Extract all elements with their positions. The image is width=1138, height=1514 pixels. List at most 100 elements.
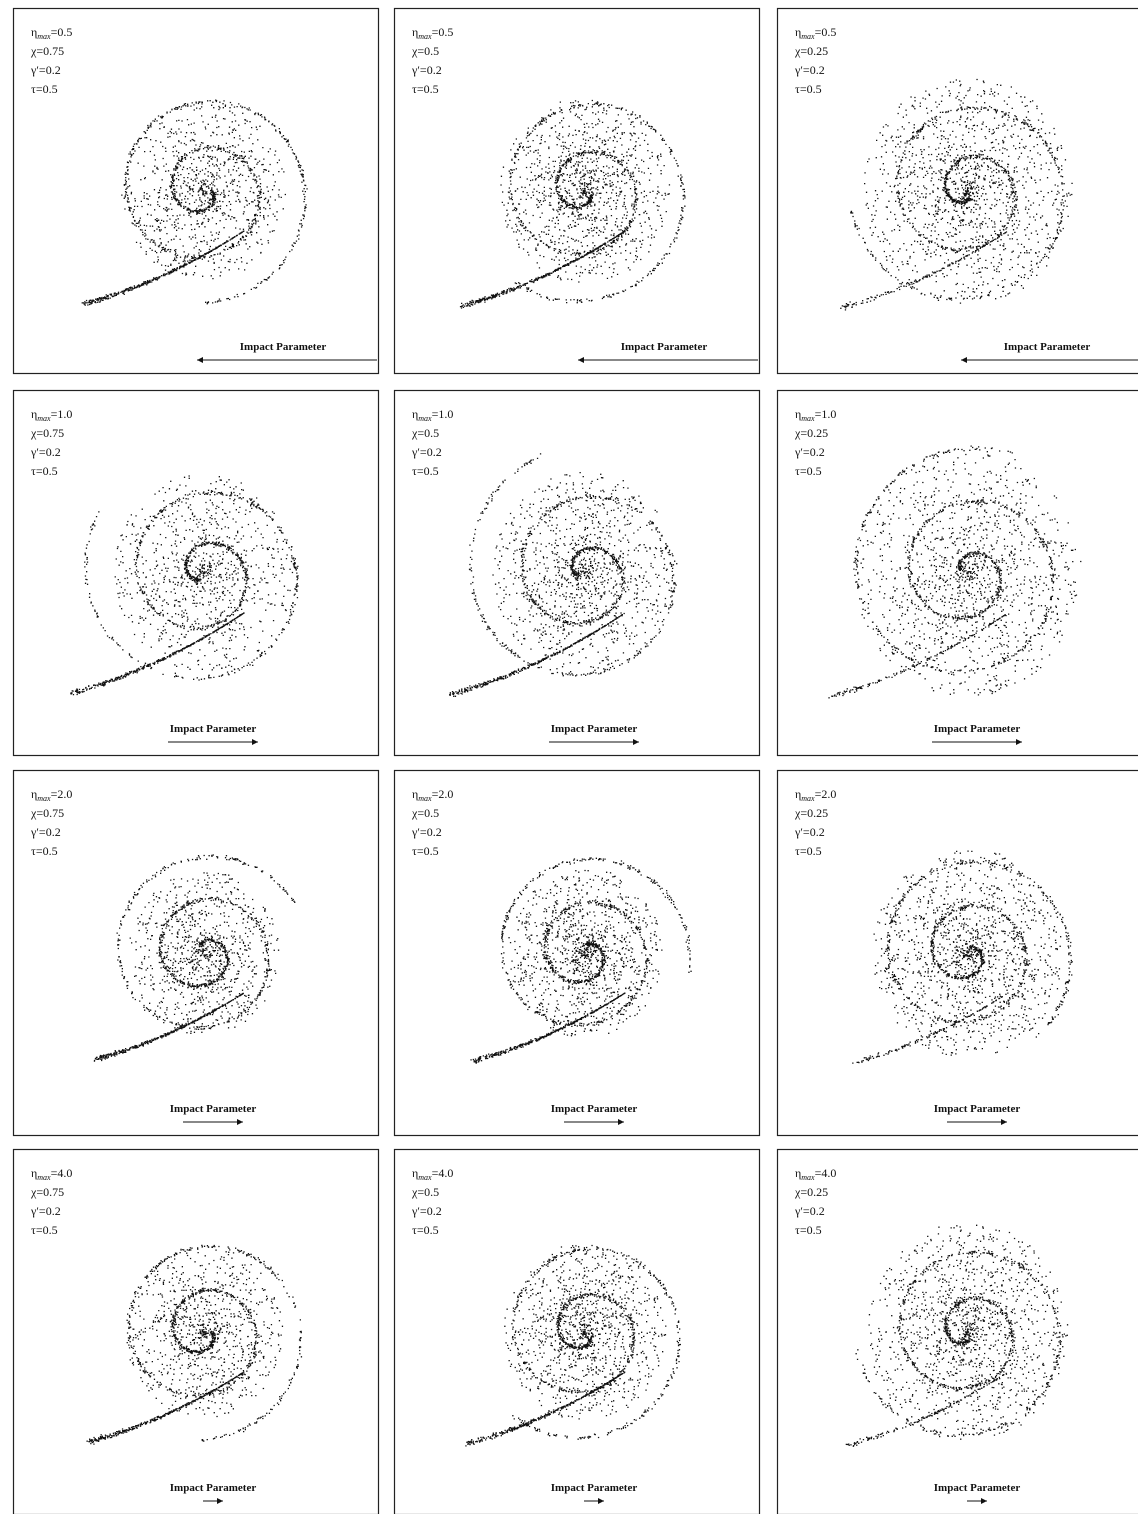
panel-frame [778, 9, 1138, 374]
eta-sub: max [418, 414, 432, 423]
eta-sub: max [418, 32, 432, 41]
eta-label: ηmax=2.0 [31, 787, 72, 803]
axis-label: Impact Parameter [170, 1482, 257, 1494]
eta-sub: max [801, 1173, 815, 1182]
panel-frame [778, 391, 1138, 756]
particle-cloud [87, 1245, 303, 1444]
eta-value: =1.0 [815, 407, 837, 421]
eta-sub: max [418, 794, 432, 803]
eta-label: ηmax=2.0 [412, 787, 453, 803]
panel-frame [395, 1150, 760, 1514]
eta-value: =1.0 [432, 407, 454, 421]
arrow-head [1016, 739, 1022, 745]
eta-value: =4.0 [51, 1166, 73, 1180]
eta-sub: max [37, 32, 51, 41]
gamma-label: γ′=0.2 [794, 445, 825, 459]
panel-frame [14, 391, 379, 756]
chi-label: χ=0.75 [30, 426, 64, 440]
tau-label: τ=0.5 [31, 464, 58, 478]
chi-label: χ=0.25 [794, 1185, 828, 1199]
eta-value: =4.0 [815, 1166, 837, 1180]
arrow-head [1001, 1119, 1007, 1125]
arrow-head [598, 1498, 604, 1504]
eta-label: ηmax=0.5 [31, 25, 72, 41]
eta-sub: max [37, 794, 51, 803]
chi-label: χ=0.75 [30, 44, 64, 58]
panel-frame [14, 1150, 379, 1514]
axis-label: Impact Parameter [551, 1482, 638, 1494]
eta-value: =2.0 [51, 787, 73, 801]
panel-frame [14, 771, 379, 1136]
gamma-label: γ′=0.2 [411, 445, 442, 459]
panel: ηmax=2.0 χ=0.75 γ′=0.2 τ=0.5 Impact Paramete… [14, 771, 379, 1136]
tau-label: τ=0.5 [795, 464, 822, 478]
axis-label: Impact Parameter [170, 1103, 257, 1115]
chi-label: χ=0.25 [794, 806, 828, 820]
tau-label: τ=0.5 [412, 844, 439, 858]
gamma-label: γ′=0.2 [30, 825, 61, 839]
tau-label: τ=0.5 [31, 844, 58, 858]
particle-cloud [852, 851, 1073, 1063]
eta-sub: max [37, 414, 51, 423]
arrow-head [578, 357, 584, 363]
chi-label: χ=0.25 [794, 426, 828, 440]
figure: ηmax=0.5 χ=0.75 γ′=0.2 τ=0.5 Impact Paramete… [0, 0, 1138, 1514]
gamma-label: γ′=0.2 [30, 1204, 61, 1218]
tau-label: τ=0.5 [795, 844, 822, 858]
arrow-head [961, 357, 967, 363]
eta-value: =4.0 [432, 1166, 454, 1180]
chi-label: χ=0.5 [411, 806, 439, 820]
arrow-head [252, 739, 258, 745]
axis-label: Impact Parameter [170, 723, 257, 735]
eta-label: ηmax=4.0 [412, 1166, 453, 1182]
tau-label: τ=0.5 [31, 82, 58, 96]
particle-cloud [828, 446, 1081, 698]
axis-label: Impact Parameter [240, 341, 327, 353]
eta-label: ηmax=4.0 [795, 1166, 836, 1182]
axis-label: Impact Parameter [551, 1103, 638, 1115]
gamma-label: γ′=0.2 [30, 445, 61, 459]
gamma-label: γ′=0.2 [411, 1204, 442, 1218]
panel-frame [395, 771, 760, 1136]
particle-cloud [465, 1246, 681, 1446]
chi-label: χ=0.25 [794, 44, 828, 58]
axis-label: Impact Parameter [934, 1103, 1021, 1115]
arrow-head [618, 1119, 624, 1125]
chi-label: χ=0.5 [411, 1185, 439, 1199]
tau-label: τ=0.5 [412, 1223, 439, 1237]
particle-cloud [846, 1225, 1068, 1446]
eta-sub: max [37, 1173, 51, 1182]
eta-sub: max [801, 414, 815, 423]
eta-label: ηmax=4.0 [31, 1166, 72, 1182]
axis-label: Impact Parameter [1004, 341, 1091, 353]
axis-label: Impact Parameter [934, 723, 1021, 735]
arrow-head [981, 1498, 987, 1504]
axis-label: Impact Parameter [621, 341, 708, 353]
eta-sub: max [801, 32, 815, 41]
arrow-head [197, 357, 203, 363]
panel: ηmax=1.0χ=0.5γ′=0.2τ=0.5Impact Parameter [395, 391, 760, 756]
arrow-head [217, 1498, 223, 1504]
page: ηmax=0.5 χ=0.75 γ′=0.2 τ=0.5 Impact Paramete… [0, 0, 1138, 1514]
panel-frame [778, 1150, 1138, 1514]
eta-sub: max [801, 794, 815, 803]
gamma-label: γ′=0.2 [794, 825, 825, 839]
eta-label: ηmax=1.0 [795, 407, 836, 423]
chi-label: χ=0.75 [30, 806, 64, 820]
tau-label: τ=0.5 [795, 1223, 822, 1237]
eta-label: ηmax=1.0 [412, 407, 453, 423]
tau-label: τ=0.5 [412, 82, 439, 96]
particle-cloud [70, 476, 298, 695]
particle-cloud [840, 80, 1072, 310]
eta-value: =1.0 [51, 407, 73, 421]
eta-label: ηmax=2.0 [795, 787, 836, 803]
eta-value: =0.5 [51, 25, 73, 39]
eta-value: =0.5 [432, 25, 454, 39]
panel-frame [778, 771, 1138, 1136]
